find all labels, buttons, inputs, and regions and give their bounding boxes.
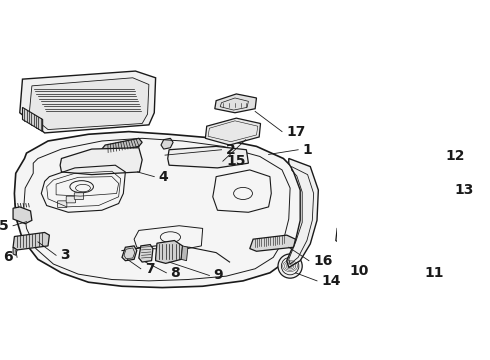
Text: 10: 10 <box>349 264 368 278</box>
Polygon shape <box>287 158 318 267</box>
Polygon shape <box>168 147 248 168</box>
Polygon shape <box>13 233 49 250</box>
Polygon shape <box>23 107 43 132</box>
Polygon shape <box>122 246 137 261</box>
Text: 17: 17 <box>286 125 305 139</box>
Polygon shape <box>376 220 438 240</box>
FancyBboxPatch shape <box>66 196 75 203</box>
Polygon shape <box>435 158 457 172</box>
Polygon shape <box>181 246 188 261</box>
Text: 1: 1 <box>302 143 312 157</box>
Text: 15: 15 <box>227 154 246 168</box>
Text: 11: 11 <box>425 266 444 280</box>
Text: 4: 4 <box>158 170 168 184</box>
Polygon shape <box>205 118 261 145</box>
Polygon shape <box>156 240 182 264</box>
Text: 12: 12 <box>445 149 465 163</box>
Polygon shape <box>161 138 173 149</box>
FancyBboxPatch shape <box>57 201 67 208</box>
Text: 14: 14 <box>321 274 341 288</box>
Polygon shape <box>13 207 32 224</box>
Polygon shape <box>250 235 295 251</box>
Polygon shape <box>445 175 473 198</box>
Text: 5: 5 <box>0 219 9 233</box>
Polygon shape <box>20 71 156 133</box>
Text: 13: 13 <box>454 183 473 197</box>
Text: 9: 9 <box>214 269 223 283</box>
Text: 2: 2 <box>225 143 235 157</box>
Polygon shape <box>437 226 443 239</box>
Polygon shape <box>14 132 303 288</box>
Polygon shape <box>215 94 256 113</box>
Text: 6: 6 <box>3 250 13 264</box>
Text: 3: 3 <box>60 248 70 262</box>
Polygon shape <box>139 244 153 262</box>
Polygon shape <box>355 230 361 246</box>
Circle shape <box>278 254 302 278</box>
Text: 7: 7 <box>145 262 154 276</box>
Polygon shape <box>102 138 142 153</box>
Polygon shape <box>60 148 142 175</box>
Polygon shape <box>336 226 356 246</box>
Text: 16: 16 <box>313 254 332 268</box>
Polygon shape <box>13 247 17 255</box>
Text: 8: 8 <box>171 266 180 280</box>
FancyBboxPatch shape <box>74 193 84 199</box>
Polygon shape <box>29 78 149 130</box>
